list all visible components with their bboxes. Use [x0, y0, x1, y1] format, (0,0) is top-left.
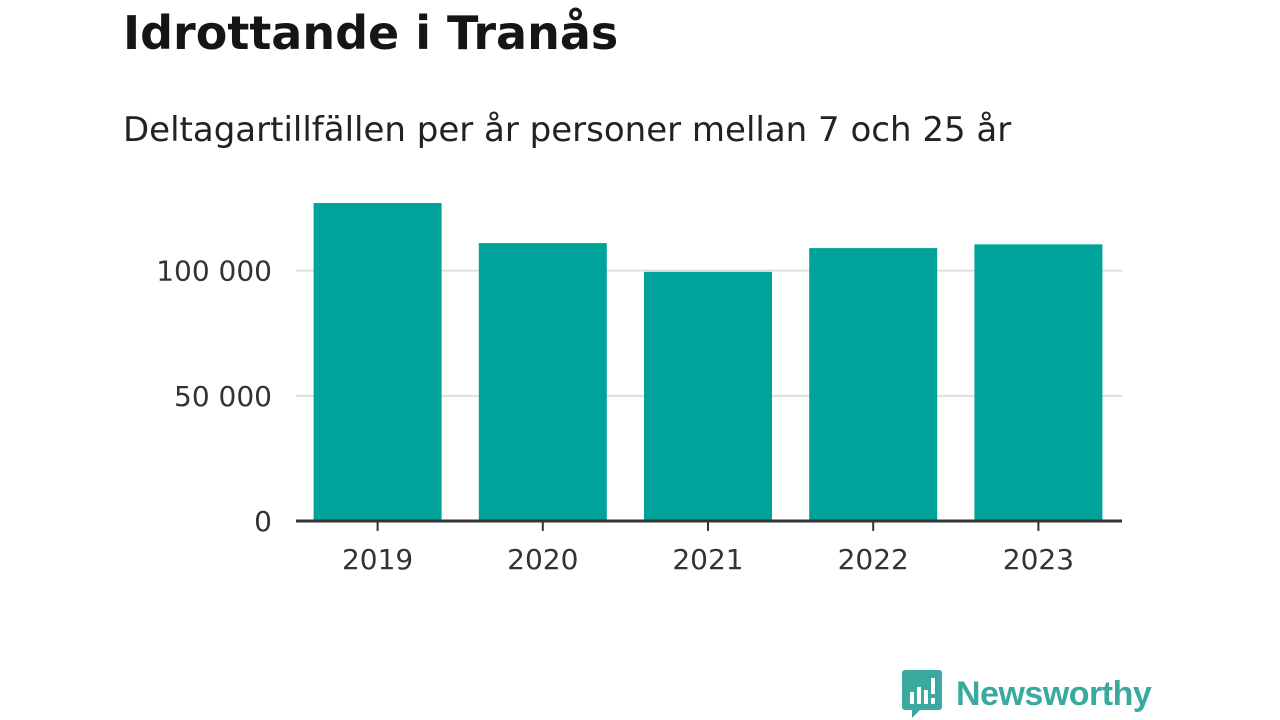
x-tick-label: 2019 — [342, 543, 413, 576]
x-tick-label: 2021 — [672, 543, 743, 576]
x-tick-label: 2022 — [838, 543, 909, 576]
newsworthy-logo: Newsworthy — [902, 670, 1152, 718]
axes: 0 50 000 100 000 2019 2020 2021 2022 2023 — [156, 255, 1122, 576]
x-tick-label: 2020 — [507, 543, 578, 576]
bar-2020 — [478, 243, 607, 522]
x-tick-label: 2023 — [1003, 543, 1074, 576]
bar-2023 — [974, 244, 1103, 521]
y-tick-label: 50 000 — [174, 380, 272, 413]
chart-subtitle: Deltagartillfällen per år personer mella… — [123, 110, 1012, 150]
chart-title: Idrottande i Tranås — [123, 6, 619, 60]
bar-chart: 0 50 000 100 000 2019 2020 2021 2022 2023 — [156, 203, 1122, 576]
bar-chart-speech-bubble-icon — [902, 670, 942, 718]
bars — [313, 203, 1103, 522]
logo-text: Newsworthy — [956, 674, 1152, 713]
y-tick-label: 0 — [254, 505, 272, 538]
bar-2019 — [313, 203, 442, 521]
bar-2021 — [644, 271, 772, 521]
bar-2022 — [809, 248, 938, 521]
y-tick-label: 100 000 — [156, 255, 272, 288]
